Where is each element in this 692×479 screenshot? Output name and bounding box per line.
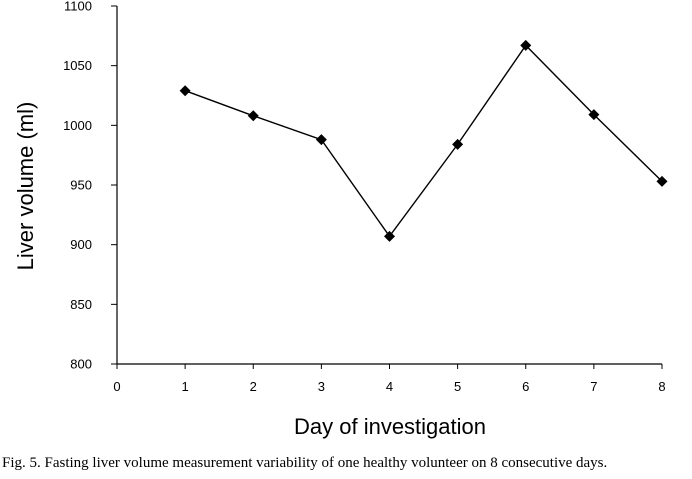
data-point-marker (452, 138, 464, 150)
x-tick-label: 7 (590, 379, 597, 394)
series-line (184, 44, 663, 238)
axes (116, 6, 662, 365)
x-tick-label: 6 (522, 379, 529, 394)
x-tick-label: 8 (658, 379, 665, 394)
y-tick-label: 900 (70, 237, 92, 252)
x-axis-ticks: 0 1 2 3 4 5 6 7 8 (113, 364, 666, 394)
x-tick-label: 0 (113, 379, 120, 394)
y-tick-label: 1000 (63, 118, 92, 133)
data-point-marker (588, 109, 600, 121)
x-tick-label: 5 (454, 379, 461, 394)
data-point-marker (656, 175, 668, 187)
data-point-marker (520, 39, 532, 51)
x-tick-label: 1 (182, 379, 189, 394)
y-tick-label: 850 (70, 297, 92, 312)
x-tick-label: 4 (386, 379, 393, 394)
figure-caption: Fig. 5. Fasting liver volume measurement… (2, 455, 608, 471)
y-tick-label: 1100 (64, 0, 92, 14)
series-group (179, 39, 668, 242)
data-point-marker (247, 110, 259, 122)
x-axis-title: Day of investigation (294, 414, 486, 439)
x-tick-label: 2 (250, 379, 257, 394)
data-point-marker (384, 230, 395, 242)
y-tick-label: 1050 (63, 58, 92, 73)
y-tick-label: 800 (70, 357, 92, 372)
data-point-marker (179, 85, 191, 97)
y-axis-ticks: 800 850 900 950 1000 1050 1100 (63, 0, 117, 372)
y-axis-title: Liver volume (ml) (13, 102, 38, 271)
data-point-marker (315, 134, 327, 146)
x-tick-label: 3 (318, 379, 325, 394)
y-tick-label: 950 (70, 178, 92, 193)
